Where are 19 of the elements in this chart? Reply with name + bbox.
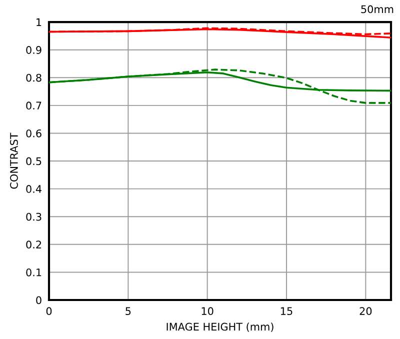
- x-tick-label: 10: [202, 307, 214, 316]
- y-tick-label: 1: [36, 18, 42, 26]
- y-tick-label: 0.1: [26, 268, 42, 276]
- x-tick-label: 5: [126, 307, 131, 316]
- y-tick-label: 0: [36, 296, 42, 304]
- y-tick-label: 0.6: [26, 129, 42, 138]
- y-tick-label: 0.2: [26, 240, 42, 249]
- y-tick-label: 0.4: [26, 185, 42, 193]
- y-tick-label: 0.5: [26, 157, 42, 166]
- text: 50mm: [361, 5, 394, 14]
- x-tick-label: 0: [46, 307, 52, 316]
- y-tick-label: 0.8: [26, 74, 42, 82]
- x-tick-label: 20: [360, 307, 372, 316]
- y-axis-title: CONTRAST: [10, 132, 18, 189]
- x-axis-title: IMAGE HEIGHT (mm): [166, 322, 274, 332]
- y-tick-label: 0.3: [26, 212, 42, 221]
- y-tick-label: 0.9: [26, 46, 42, 54]
- x-tick-label: 15: [281, 307, 292, 316]
- y-tick-label: 0.7: [26, 102, 42, 110]
